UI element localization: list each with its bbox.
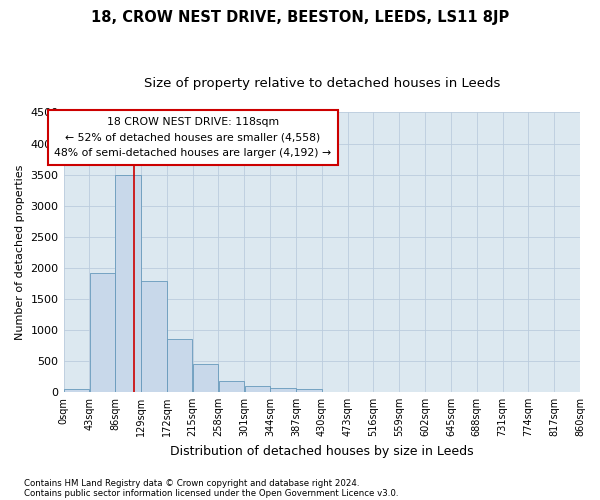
Title: Size of property relative to detached houses in Leeds: Size of property relative to detached ho… — [143, 78, 500, 90]
Bar — [115, 174, 141, 392]
Bar — [64, 389, 89, 392]
Bar — [271, 388, 296, 392]
Y-axis label: Number of detached properties: Number of detached properties — [15, 164, 25, 340]
X-axis label: Distribution of detached houses by size in Leeds: Distribution of detached houses by size … — [170, 444, 473, 458]
Text: Contains HM Land Registry data © Crown copyright and database right 2024.: Contains HM Land Registry data © Crown c… — [24, 478, 359, 488]
Bar — [219, 381, 244, 392]
Bar — [167, 338, 193, 392]
Text: 18, CROW NEST DRIVE, BEESTON, LEEDS, LS11 8JP: 18, CROW NEST DRIVE, BEESTON, LEEDS, LS1… — [91, 10, 509, 25]
Bar — [296, 388, 322, 392]
Bar — [245, 386, 270, 392]
Bar — [141, 282, 167, 392]
Bar — [193, 364, 218, 392]
Bar — [89, 272, 115, 392]
Text: 18 CROW NEST DRIVE: 118sqm
← 52% of detached houses are smaller (4,558)
48% of s: 18 CROW NEST DRIVE: 118sqm ← 52% of deta… — [54, 117, 331, 158]
Text: Contains public sector information licensed under the Open Government Licence v3: Contains public sector information licen… — [24, 488, 398, 498]
